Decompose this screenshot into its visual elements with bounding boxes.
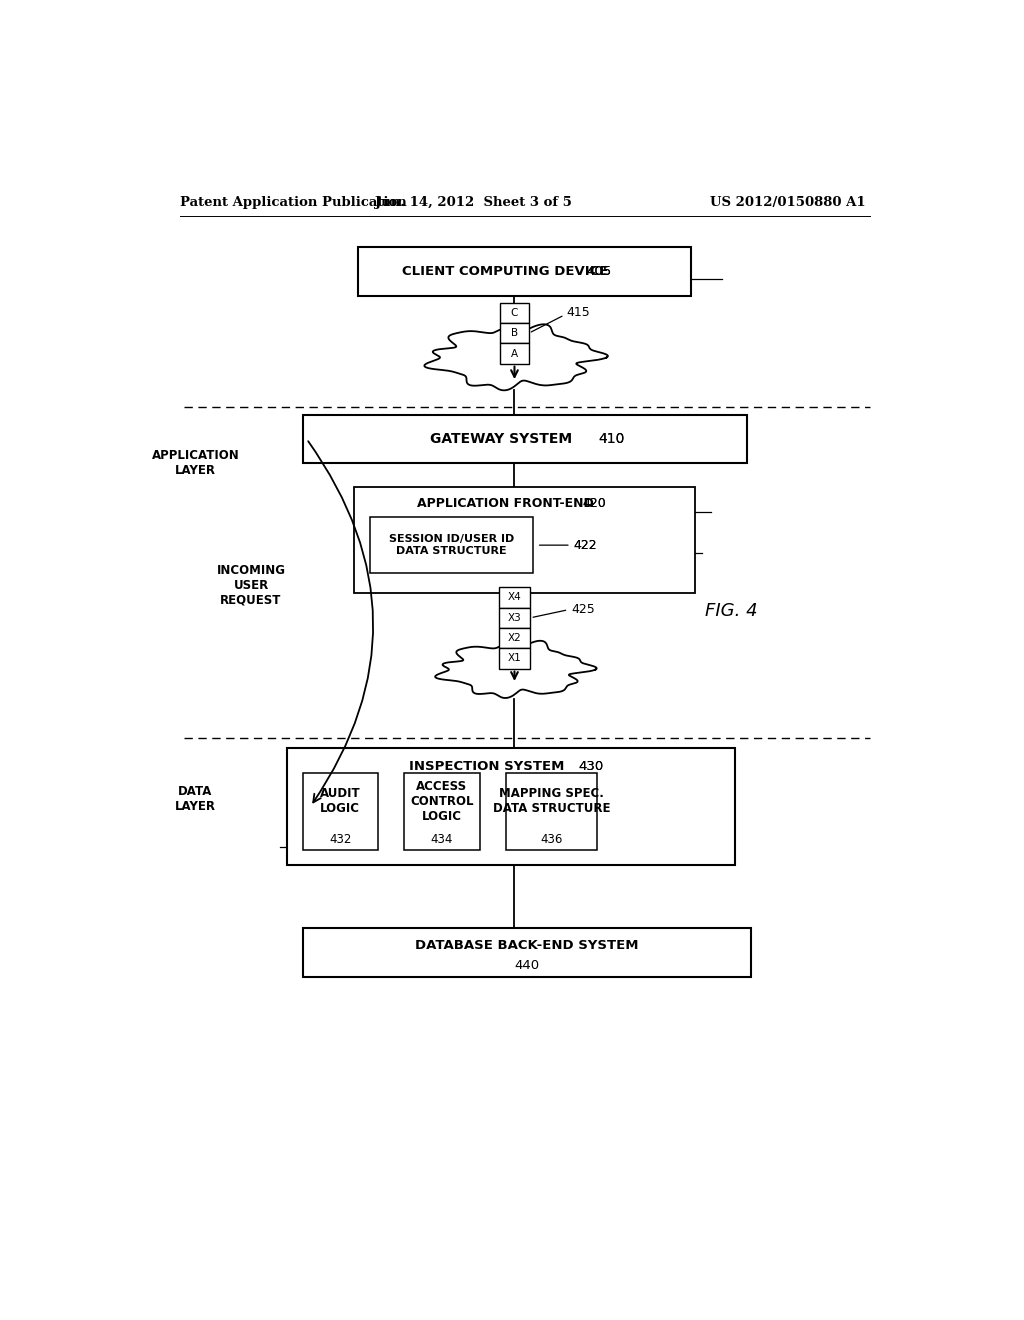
Text: 420: 420 [583, 498, 606, 511]
Text: INSPECTION SYSTEM: INSPECTION SYSTEM [410, 760, 565, 772]
Polygon shape [424, 325, 608, 391]
Text: 436: 436 [541, 833, 562, 846]
Text: AUDIT
LOGIC: AUDIT LOGIC [319, 787, 360, 816]
FancyBboxPatch shape [358, 247, 691, 296]
Text: CLIENT COMPUTING DEVICE: CLIENT COMPUTING DEVICE [401, 265, 608, 277]
Text: 405: 405 [586, 265, 611, 277]
Text: GATEWAY SYSTEM: GATEWAY SYSTEM [430, 432, 572, 446]
Text: 430: 430 [579, 760, 603, 772]
FancyBboxPatch shape [500, 323, 528, 343]
Text: APPLICATION FRONT-END: APPLICATION FRONT-END [417, 498, 593, 511]
Text: 420: 420 [583, 498, 606, 511]
Text: A: A [511, 348, 518, 359]
Text: US 2012/0150880 A1: US 2012/0150880 A1 [711, 195, 866, 209]
FancyBboxPatch shape [404, 774, 479, 850]
Text: B: B [511, 329, 518, 338]
FancyBboxPatch shape [499, 607, 530, 628]
Text: ACCESS
CONTROL
LOGIC: ACCESS CONTROL LOGIC [411, 780, 474, 822]
Text: 422: 422 [573, 539, 597, 552]
Text: X2: X2 [508, 634, 521, 643]
Text: 430: 430 [579, 760, 603, 772]
Text: FIG. 4: FIG. 4 [705, 602, 758, 619]
Text: X3: X3 [508, 612, 521, 623]
FancyBboxPatch shape [303, 774, 378, 850]
Text: INCOMING
USER
REQUEST: INCOMING USER REQUEST [216, 564, 286, 607]
FancyBboxPatch shape [499, 648, 530, 669]
Text: 434: 434 [431, 833, 453, 846]
FancyBboxPatch shape [370, 517, 532, 573]
Text: SESSION ID/USER ID
DATA STRUCTURE: SESSION ID/USER ID DATA STRUCTURE [389, 535, 514, 556]
Text: X1: X1 [508, 653, 521, 664]
Text: MAPPING SPEC.
DATA STRUCTURE: MAPPING SPEC. DATA STRUCTURE [493, 787, 610, 816]
FancyBboxPatch shape [506, 774, 597, 850]
Text: 405: 405 [586, 265, 611, 277]
FancyBboxPatch shape [303, 414, 748, 463]
FancyBboxPatch shape [500, 302, 528, 323]
Text: C: C [511, 308, 518, 318]
Text: 440: 440 [514, 958, 540, 972]
Text: 415: 415 [567, 306, 591, 319]
FancyBboxPatch shape [500, 343, 528, 364]
Text: 422: 422 [573, 539, 597, 552]
Text: 410: 410 [599, 432, 625, 446]
Text: X4: X4 [508, 593, 521, 602]
Text: 410: 410 [599, 432, 625, 446]
Text: DATABASE BACK-END SYSTEM: DATABASE BACK-END SYSTEM [415, 939, 639, 952]
Text: APPLICATION
LAYER: APPLICATION LAYER [152, 449, 240, 478]
Polygon shape [435, 640, 597, 698]
Text: DATA
LAYER: DATA LAYER [175, 784, 216, 813]
FancyBboxPatch shape [499, 587, 530, 607]
Text: Jun. 14, 2012  Sheet 3 of 5: Jun. 14, 2012 Sheet 3 of 5 [375, 195, 571, 209]
FancyBboxPatch shape [287, 748, 735, 865]
FancyBboxPatch shape [499, 628, 530, 648]
Text: Patent Application Publication: Patent Application Publication [179, 195, 407, 209]
FancyBboxPatch shape [303, 928, 751, 977]
FancyBboxPatch shape [354, 487, 695, 594]
Text: 432: 432 [329, 833, 351, 846]
Text: 425: 425 [571, 603, 595, 616]
